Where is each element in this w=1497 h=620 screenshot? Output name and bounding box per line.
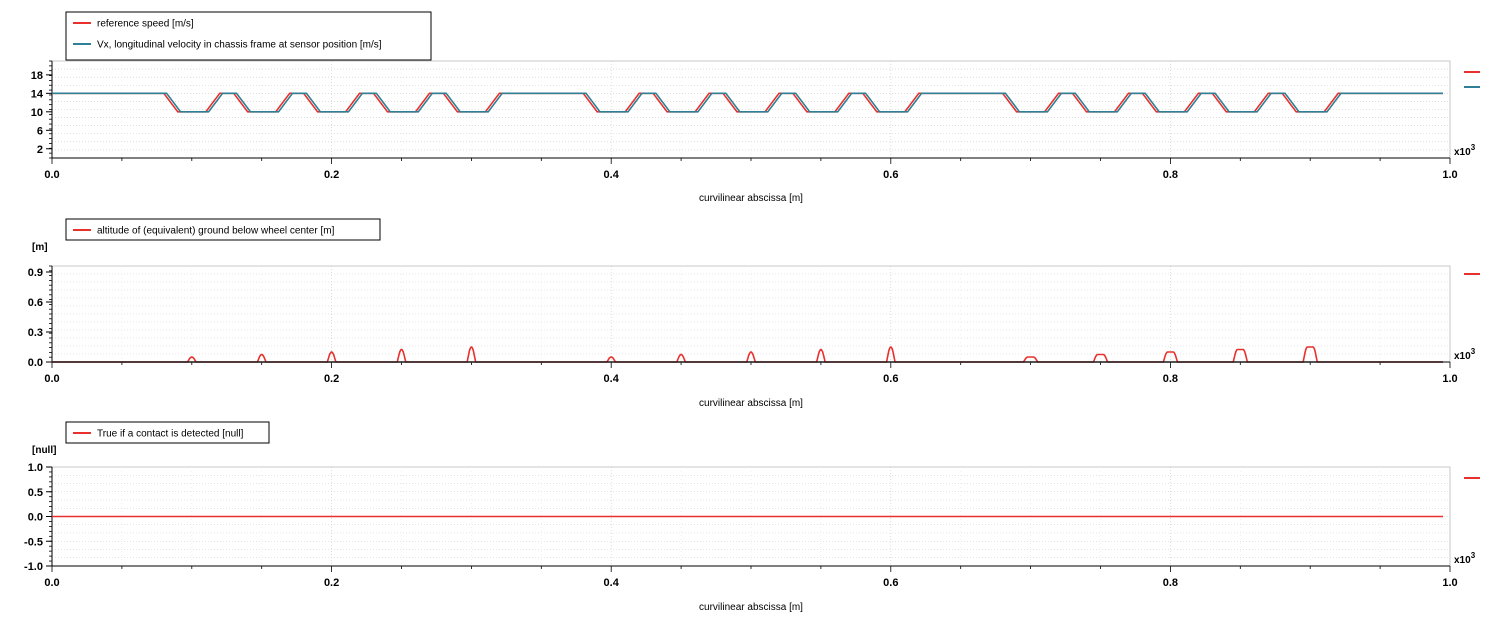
legend-label: True if a contact is detected [null]	[97, 429, 244, 440]
x-scale-exponent: 3	[1471, 551, 1476, 560]
legend-box	[65, 11, 432, 61]
x-tick-label: 0.2	[324, 373, 339, 385]
y-tick-label: 10	[31, 107, 43, 119]
x-tick-label: 1.0	[1442, 577, 1457, 589]
x-scale-multiplier: x103	[1454, 143, 1476, 158]
legend-label: reference speed [m/s]	[97, 19, 194, 30]
legend-box	[65, 421, 270, 444]
x-axis-label: curvilinear abscissa [m]	[699, 193, 803, 204]
legend: reference speed [m/s] Vx, longitudinal ve…	[65, 11, 432, 61]
y-tick-label: 0.3	[28, 327, 43, 339]
legend-label: altitude of (equivalent) ground below wh…	[97, 226, 335, 237]
x-tick-label: 0.8	[1163, 373, 1178, 385]
x-tick-label: 0.8	[1163, 577, 1178, 589]
y-tick-label: 2	[37, 144, 43, 156]
y-tick-label: 1.0	[28, 462, 43, 474]
chart-panel-3: -1.0 -0.5 0.0 0.5 1.0 0.0 0.2 0.4 0.6 0.8 1.0 curvi…	[24, 421, 1480, 613]
legend-label: Vx, longitudinal velocity in chassis fra…	[97, 40, 382, 51]
legend-box	[65, 218, 381, 241]
x-tick-label: 0.6	[883, 169, 898, 181]
legend: altitude of (equivalent) ground below wh…	[65, 218, 381, 241]
x-tick-label: 0.4	[604, 577, 620, 589]
chart-panel-1: 2 6 10 14 18 0.0 0.2 0.4 0.6 0.8 1.0 curvilinear ab…	[31, 11, 1480, 204]
x-tick-label: 0.6	[883, 373, 898, 385]
y-tick-label: 6	[37, 125, 43, 137]
x-scale-exponent: 3	[1471, 143, 1476, 152]
x-tick-label: 0.2	[324, 577, 339, 589]
legend: True if a contact is detected [null]	[65, 421, 270, 444]
x-axis-label: curvilinear abscissa [m]	[699, 398, 803, 409]
x-tick-label: 0.0	[44, 577, 59, 589]
y-tick-label: 0.5	[28, 487, 43, 499]
x-tick-label: 0.8	[1163, 169, 1178, 181]
y-tick-label: 0.9	[28, 267, 43, 279]
y-tick-label: -1.0	[24, 561, 43, 573]
x-tick-label: 1.0	[1442, 169, 1457, 181]
x-scale-exponent: 3	[1471, 347, 1476, 356]
series-line	[52, 92, 1443, 113]
x-tick-label: 0.4	[604, 373, 620, 385]
x-tick-label: 0.0	[44, 373, 59, 385]
series-line	[52, 346, 1443, 363]
y-tick-label: 0.0	[28, 512, 43, 524]
x-scale-multiplier: x103	[1454, 347, 1476, 362]
y-unit-label: [null]	[32, 445, 56, 456]
x-tick-label: 0.2	[324, 169, 339, 181]
y-tick-label: 14	[31, 88, 44, 100]
x-tick-label: 0.0	[44, 169, 59, 181]
x-tick-label: 1.0	[1442, 373, 1457, 385]
y-unit-label: [m]	[32, 242, 48, 253]
chart-panel-2: 0.0 0.3 0.6 0.9 0.0 0.2 0.4 0.6 0.8 1.0 curvilinea…	[28, 218, 1480, 409]
x-tick-label: 0.6	[883, 577, 898, 589]
x-scale-multiplier: x103	[1454, 551, 1476, 566]
y-tick-label: 0.0	[28, 357, 43, 369]
y-tick-label: -0.5	[24, 536, 43, 548]
y-tick-label: 18	[31, 70, 43, 82]
x-tick-label: 0.4	[604, 169, 620, 181]
series-line	[52, 92, 1443, 113]
x-axis-label: curvilinear abscissa [m]	[699, 602, 803, 613]
y-tick-label: 0.6	[28, 297, 43, 309]
